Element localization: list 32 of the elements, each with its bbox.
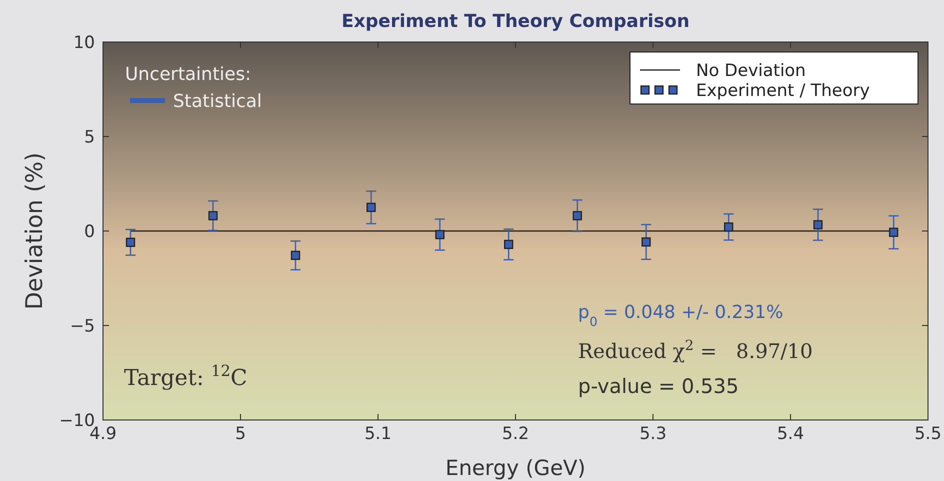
legend-label: Experiment / Theory [696, 80, 870, 101]
y-tick-label: 5 [84, 127, 95, 148]
x-tick-label: 5.5 [914, 424, 942, 444]
legend-label: No Deviation [696, 60, 806, 81]
point [572, 211, 582, 220]
y-tick-label: 10 [73, 32, 95, 53]
point [813, 220, 823, 230]
x-tick-label: 5.3 [639, 424, 667, 444]
annotation: p$_{0}$ = 0.048 +/- 0.231% [578, 302, 784, 328]
x-tick-label: 5.1 [364, 424, 392, 444]
point [642, 237, 651, 247]
annotation: Target: $^{12}$C [124, 362, 248, 391]
chart-title: Experiment To Theory Comparison [341, 11, 690, 32]
x-tick-label: 5.4 [776, 424, 804, 444]
annotation: Uncertainties: [125, 64, 252, 85]
annotation: Statistical [173, 91, 262, 112]
y-axis-title: Deviation (%) [22, 152, 48, 310]
point [290, 250, 300, 260]
annotation: Reduced χ$^{2}$ = 8.97/10 [578, 338, 813, 363]
x-tick-label: 5.2 [502, 424, 530, 444]
point [126, 238, 136, 247]
point [889, 228, 898, 237]
annotation: p-value = 0.535 [578, 374, 739, 398]
x-tick-label: 5 [235, 424, 246, 444]
point [435, 230, 444, 240]
y-tick-label: −5 [70, 316, 95, 336]
point [208, 211, 218, 220]
point [724, 222, 734, 232]
point [366, 202, 376, 212]
y-tick-label: 0 [84, 222, 95, 242]
point [504, 240, 514, 250]
x-axis-title: Energy (GeV) [445, 456, 586, 480]
